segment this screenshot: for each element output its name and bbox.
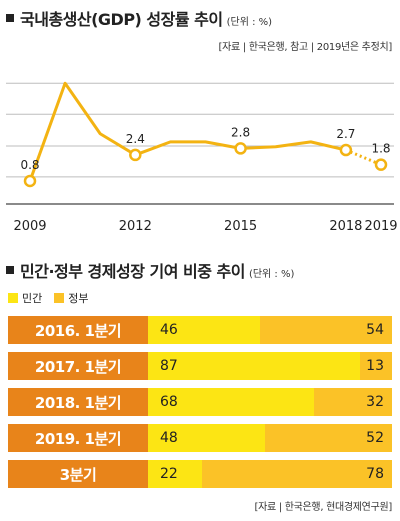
- x-tick-label: 2012: [119, 219, 152, 234]
- bar-private-segment: [148, 388, 314, 416]
- bar-category-label: 2018. 1분기: [8, 388, 148, 416]
- bar-chart-unit: (단위 : %): [248, 269, 295, 280]
- bar-private-segment: [148, 316, 261, 344]
- x-tick-label: 2018: [329, 219, 362, 234]
- bar-government-segment: [313, 388, 392, 416]
- bar-private-value: 48: [160, 430, 178, 446]
- x-tick-label: 2009: [13, 219, 46, 234]
- line-chart-unit: (단위 : %): [226, 17, 273, 28]
- data-point: [23, 174, 37, 188]
- data-label: 1.8: [371, 142, 390, 156]
- x-tick-label: 2019: [364, 219, 397, 234]
- title-square-icon: [6, 14, 14, 22]
- bar-row: 2016. 1분기 46 54: [8, 316, 392, 344]
- bar-government-value: 13: [366, 358, 384, 374]
- title-square-icon: [6, 266, 14, 274]
- bar-government-value: 32: [366, 394, 384, 410]
- legend-private: 민간: [8, 290, 42, 306]
- legend-private-label: 민간: [22, 292, 43, 305]
- bar-government-segment: [265, 424, 392, 452]
- bar-private-value: 68: [160, 394, 178, 410]
- bar-chart-title: 민간·정부 경제성장 기여 비중 추이: [20, 262, 245, 281]
- data-label: 2.7: [336, 127, 355, 141]
- gdp-estimate-line: [345, 148, 382, 167]
- bar-row: 2017. 1분기 87 13: [8, 352, 392, 380]
- x-tick-label: 2015: [224, 219, 257, 234]
- bar-government-value: 54: [366, 322, 384, 338]
- data-point: [234, 142, 247, 155]
- bar-category-label: 3분기: [8, 460, 148, 488]
- bar-row: 3분기 22 78: [8, 460, 392, 488]
- bar-category-label: 2019. 1분기: [8, 424, 148, 452]
- legend-government-swatch: [54, 293, 65, 303]
- line-chart-source: [자료 | 한국은행, 참고 | 2019년은 추정치]: [218, 42, 393, 53]
- bar-government-segment: [260, 316, 392, 344]
- line-chart-title-row: 국내총생산(GDP) 성장률 추이 (단위 : %): [6, 6, 272, 30]
- data-label: 2.8: [231, 125, 250, 139]
- bar-government-segment: [201, 460, 392, 488]
- line-chart-title: 국내총생산(GDP) 성장률 추이: [20, 10, 223, 29]
- bar-row: 2019. 1분기 48 52: [8, 424, 392, 452]
- bar-government-value: 78: [366, 466, 384, 482]
- bar-government-segment: [360, 352, 392, 380]
- data-point: [374, 158, 388, 171]
- legend-government-label: 정부: [68, 292, 89, 305]
- bar-chart-source: [자료 | 한국은행, 현대경제연구원]: [254, 502, 393, 513]
- data-point: [339, 143, 353, 157]
- bar-row: 2018. 1분기 68 32: [8, 388, 392, 416]
- bar-chart-title-row: 민간·정부 경제성장 기여 비중 추이 (단위 : %): [6, 258, 294, 282]
- bar-private-value: 87: [160, 358, 178, 374]
- bar-category-label: 2017. 1분기: [8, 352, 148, 380]
- bar-private-segment: [148, 460, 202, 488]
- bar-private-value: 46: [160, 322, 178, 338]
- data-point: [129, 148, 142, 162]
- bar-private-segment: [148, 352, 361, 380]
- legend-private-swatch: [8, 293, 18, 303]
- gdp-series-line: [28, 81, 347, 182]
- bar-private-segment: [148, 424, 266, 452]
- bar-private-value: 22: [160, 466, 178, 482]
- gdp-line-chart: 0.8 2.4 2.8 2.7 1.8 2009 2012 2015 2018 2019: [6, 81, 398, 234]
- data-label: 2.4: [126, 132, 145, 146]
- data-label: 0.8: [20, 158, 39, 172]
- bar-government-value: 52: [366, 430, 384, 446]
- legend-government: 정부: [54, 290, 89, 306]
- bar-category-label: 2016. 1분기: [8, 316, 148, 344]
- bar-legend: 민간 정부: [8, 290, 101, 306]
